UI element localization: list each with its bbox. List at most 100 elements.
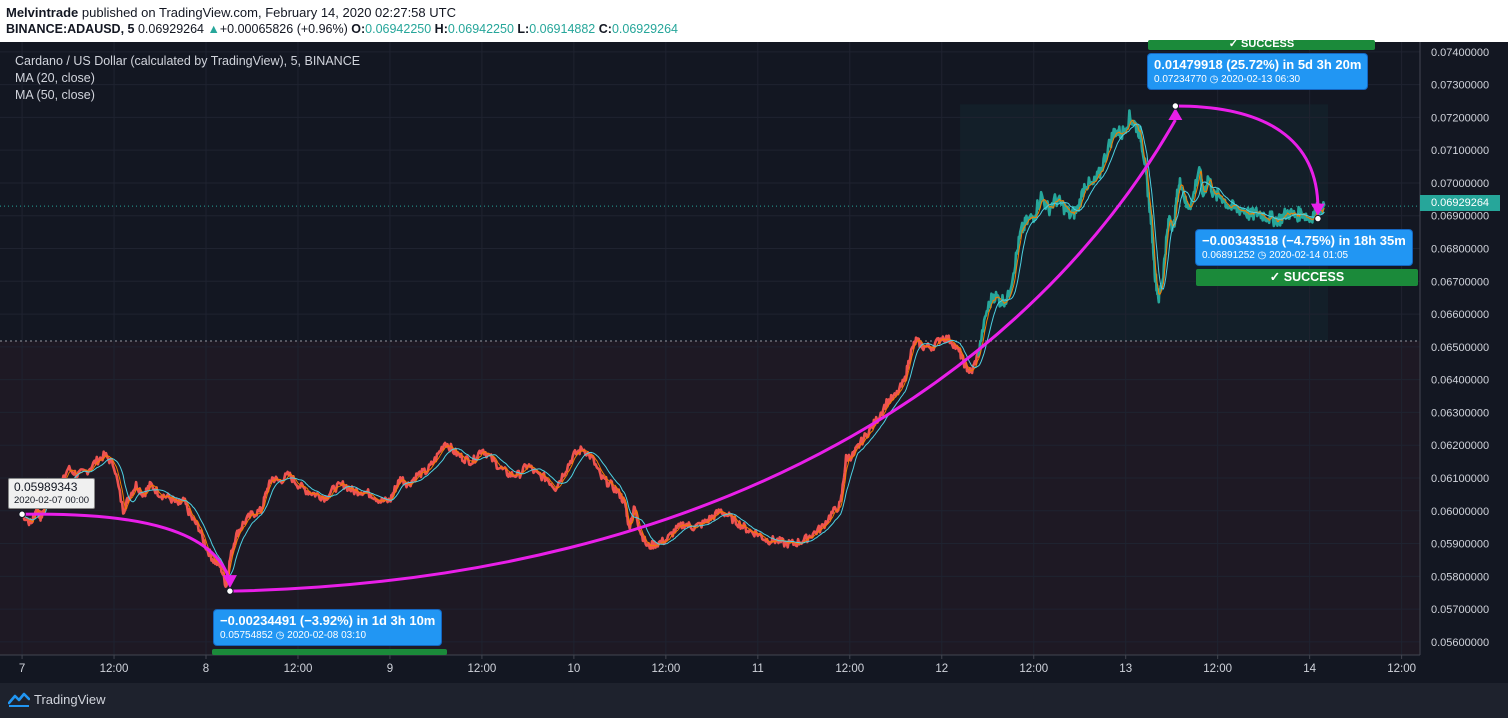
- drop2-arrowhead: [1310, 203, 1325, 216]
- y-tick-label: 0.07000000: [1431, 178, 1489, 190]
- publisher-name[interactable]: Melvintrade: [6, 5, 79, 20]
- y-tick-label: 0.06900000: [1431, 211, 1489, 223]
- x-tick-label: 12:00: [835, 663, 864, 675]
- high-value: 0.06942250: [447, 22, 514, 36]
- drop1-sub: 0.05754852 ◷ 2020-02-08 03:10: [220, 629, 435, 642]
- open-label: O:: [351, 22, 366, 36]
- drop2-price: 0.06891252: [1202, 250, 1255, 261]
- x-tick-label: 11: [752, 663, 764, 675]
- x-tick-label: 12:00: [651, 663, 680, 675]
- x-tick-label: 13: [1119, 663, 1132, 675]
- chart-legend: Cardano / US Dollar (calculated by Tradi…: [15, 53, 360, 104]
- price-change: +0.00065826 (+0.96%): [219, 22, 348, 36]
- start-price-value: 0.05989343: [14, 480, 78, 494]
- low-label: L:: [517, 22, 530, 36]
- y-tick-label: 0.05800000: [1431, 571, 1489, 583]
- x-tick-label: 12:00: [284, 663, 313, 675]
- y-tick-label: 0.06000000: [1431, 506, 1489, 518]
- below-baseline-fill: [0, 340, 1420, 655]
- y-tick-label: 0.06300000: [1431, 407, 1489, 419]
- x-tick-label: 12:00: [1203, 663, 1232, 675]
- low-value: 0.06914882: [529, 22, 596, 36]
- success-top-label: ✓ SUCCESS: [1228, 40, 1295, 50]
- change-up-icon: ▲: [207, 22, 220, 36]
- success-label: ✓ SUCCESS: [1269, 270, 1345, 284]
- x-tick-label: 12:00: [468, 663, 497, 675]
- symbol-label: BINANCE:ADAUSD, 5: [6, 22, 135, 36]
- y-tick-label: 0.07300000: [1431, 80, 1489, 92]
- publish-info: published on TradingView.com, February 1…: [81, 5, 456, 20]
- x-tick-label: 12: [935, 663, 948, 675]
- start-price-label: 0.05989343 2020-02-07 00:00: [8, 478, 96, 509]
- rise-point: [1171, 102, 1180, 110]
- y-tick-label: 0.05600000: [1431, 637, 1489, 649]
- x-tick-label: 10: [567, 663, 580, 675]
- close-value: 0.06929264: [611, 22, 678, 36]
- rise-main: 0.01479918 (25.72%) in 5d 3h 20m: [1154, 57, 1362, 72]
- success-bar-top: ✓ SUCCESS: [1148, 40, 1375, 50]
- y-tick-label: 0.06500000: [1431, 342, 1489, 354]
- y-tick-label: 0.07100000: [1431, 145, 1489, 157]
- y-tick-label: 0.06400000: [1431, 375, 1489, 387]
- last-price: 0.06929264: [137, 22, 205, 36]
- clock-icon: ◷: [1257, 250, 1267, 261]
- drop2-annotation[interactable]: −0.00343518 (−4.75%) in 18h 35m 0.068912…: [1196, 230, 1412, 265]
- drop2-date: 2020-02-14 01:05: [1269, 250, 1349, 261]
- drop1-main: −0.00234491 (−3.92%) in 1d 3h 10m: [220, 613, 436, 628]
- x-tick-label: 9: [387, 663, 393, 675]
- high-label: H:: [434, 22, 448, 36]
- y-tick-label: 0.07400000: [1431, 47, 1489, 59]
- start-price-date: 2020-02-07 00:00: [14, 495, 90, 506]
- price-chart[interactable]: 0.07400000 0.07300000 0.07200000 0.07100000…: [0, 0, 1508, 683]
- y-tick-label: 0.05700000: [1431, 604, 1489, 616]
- y-tick-label: 0.06600000: [1431, 309, 1489, 321]
- drop1-arrowhead: [222, 575, 237, 589]
- y-tick-label: 0.06800000: [1431, 244, 1489, 256]
- rise-date: 2020-02-13 06:30: [1221, 74, 1301, 85]
- drop2-sub: 0.06891252 ◷ 2020-02-14 01:05: [1202, 249, 1406, 262]
- brand-name[interactable]: TradingView: [34, 692, 106, 707]
- drop1-annotation[interactable]: −0.00234491 (−3.92%) in 1d 3h 10m 0.0575…: [214, 610, 442, 645]
- success-bar-bottom: [212, 649, 447, 655]
- y-tick-label: 0.06700000: [1431, 276, 1489, 288]
- legend-ma50[interactable]: MA (50, close): [15, 88, 95, 102]
- tradingview-logo-icon[interactable]: [8, 690, 30, 708]
- x-tick-label: 12:00: [1387, 663, 1416, 675]
- ohlc-line: BINANCE:ADAUSD, 5 0.06929264 ▲+0.0006582…: [6, 22, 678, 36]
- y-axis-panel: [1420, 42, 1508, 655]
- x-tick-label: 8: [203, 663, 209, 675]
- y-tick-label: 0.05900000: [1431, 539, 1489, 551]
- x-tick-label: 14: [1303, 663, 1316, 675]
- legend-ma20[interactable]: MA (20, close): [15, 71, 95, 85]
- drop2-point: [1314, 214, 1322, 223]
- x-tick-label: 12:00: [1019, 663, 1048, 675]
- y-tick-label: 0.07200000: [1431, 112, 1489, 124]
- close-label: C:: [598, 22, 612, 36]
- drop1-date: 2020-02-08 03:10: [287, 630, 367, 641]
- plot-background: [0, 42, 1420, 655]
- y-tick-label: 0.06100000: [1431, 473, 1489, 485]
- x-tick-label: 7: [19, 663, 25, 675]
- drop1-point: [226, 587, 234, 595]
- last-price-tag: 0.06929264: [1420, 195, 1500, 211]
- drop1-arrow: [22, 512, 232, 582]
- rise-arrow: [229, 119, 1177, 593]
- clock-icon: ◷: [1209, 74, 1219, 85]
- drop2-arrow: [1175, 104, 1320, 209]
- y-tick-label: 0.06200000: [1431, 440, 1489, 452]
- rise-price: 0.07234770: [1154, 74, 1207, 85]
- x-tick-label: 12:00: [100, 663, 129, 675]
- footer-bar: TradingView: [0, 683, 1508, 718]
- publish-header: Melvintrade published on TradingView.com…: [0, 0, 1508, 42]
- rise-arrowhead: [1168, 107, 1183, 120]
- rise-sub: 0.07234770 ◷ 2020-02-13 06:30: [1154, 73, 1361, 86]
- x-axis-panel: [0, 655, 1508, 683]
- success-badge: ✓ SUCCESS: [1196, 269, 1418, 286]
- drop1-price: 0.05754852: [220, 630, 273, 641]
- clock-icon: ◷: [275, 630, 285, 641]
- open-value: 0.06942250: [365, 22, 432, 36]
- start-point: [18, 510, 26, 518]
- ma20-line: [21, 119, 1325, 585]
- legend-title[interactable]: Cardano / US Dollar (calculated by Tradi…: [15, 54, 361, 68]
- rise-annotation[interactable]: 0.01479918 (25.72%) in 5d 3h 20m 0.07234…: [1148, 54, 1368, 89]
